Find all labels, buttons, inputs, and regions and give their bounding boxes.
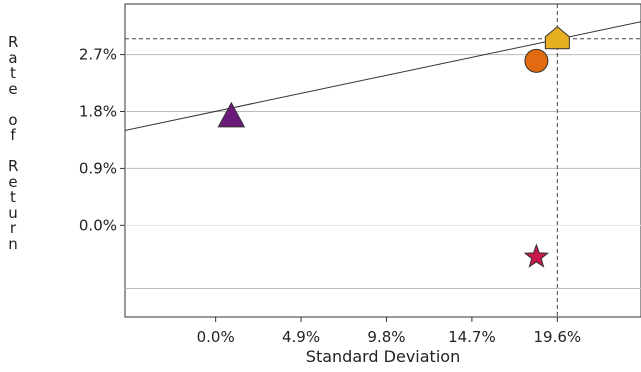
y-axis-label-letter: t [10,64,16,82]
y-tick-label: 0.0% [79,216,117,234]
y-tick-label: 0.9% [79,159,117,177]
point-star [523,243,550,268]
y-axis-label-letter: a [8,48,18,67]
y-tick-label: 2.7% [79,46,117,64]
y-axis-label-letter: e [8,79,18,98]
point-pentagon [544,26,570,50]
point-triangle [217,101,246,128]
x-tick-label: 14.7% [448,328,496,346]
y-tick-label: 1.8% [79,102,117,120]
point-circle [524,48,549,73]
y-axis-label-letter: u [8,203,18,222]
plot-area-frame [124,3,641,318]
x-axis-label: Standard Deviation [306,347,460,366]
x-tick-label: 0.0% [197,328,235,346]
x-tick-label: 9.8% [367,328,405,346]
y-axis-label-letter: n [8,234,18,253]
y-axis-label-letter: o [8,110,18,129]
y-axis-label-letter: R [8,33,19,51]
y-axis-label-letter: t [10,188,16,206]
y-axis-label-letter: e [8,172,18,191]
x-tick-label: 4.9% [282,328,320,346]
y-axis-label-letter: R [8,157,19,175]
y-axis-label-letter: r [9,219,17,237]
y-axis-label-letter: f [10,126,16,144]
x-tick-label: 19.6% [533,328,581,346]
